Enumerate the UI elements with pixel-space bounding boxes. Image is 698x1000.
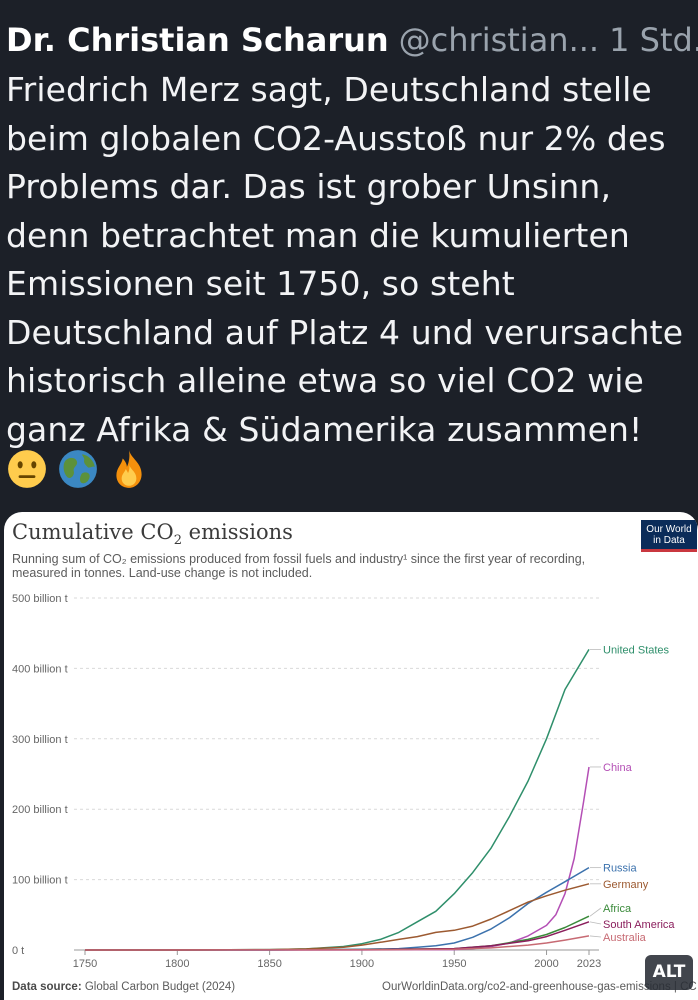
- series-label: Russia: [603, 863, 638, 875]
- x-tick-label: 1950: [442, 958, 466, 970]
- x-tick-label: 1900: [350, 958, 374, 970]
- y-tick-label: 400 billion t: [12, 663, 68, 675]
- post-text: Friedrich Merz sagt, Deutschland stelle …: [6, 70, 684, 449]
- x-tick-label: 1850: [257, 958, 281, 970]
- y-tick-label: 300 billion t: [12, 734, 68, 746]
- owid-logo: Our World in Data: [641, 520, 697, 552]
- alt-button[interactable]: ALT: [645, 955, 693, 990]
- series-label-leader: [589, 907, 602, 917]
- x-tick-label: 1750: [73, 958, 97, 970]
- series-label: United States: [603, 644, 670, 656]
- x-tick-label: 1800: [165, 958, 189, 970]
- series-label: South America: [603, 919, 675, 931]
- series-label: Germany: [603, 879, 649, 891]
- series-line: [85, 649, 590, 951]
- series-label: China: [603, 762, 633, 774]
- y-tick-label: 200 billion t: [12, 804, 68, 816]
- author-name[interactable]: Dr. Christian Scharun: [6, 21, 389, 59]
- post-header: Dr. Christian Scharun @christian... 1 Std.: [6, 18, 698, 62]
- y-tick-label: 0 t: [12, 945, 24, 957]
- series-line: [84, 915, 590, 951]
- emoji-row: [6, 448, 154, 492]
- line-chart: 0 t 100 billion t 200 billion t 300 billion…: [12, 593, 675, 970]
- y-tick-label: 500 billion t: [12, 593, 68, 605]
- series-line: [84, 935, 590, 951]
- neutral-face-emoji: [8, 450, 46, 488]
- chart-image[interactable]: Cumulative CO2 emissions Running sum of …: [4, 512, 698, 1000]
- source-url[interactable]: OurWorldinData.org/co2-and-greenhouse-ga…: [382, 981, 698, 993]
- post-timestamp[interactable]: 1 Std.: [609, 21, 698, 59]
- x-tick-label: 2023: [577, 958, 601, 970]
- series-label: Africa: [603, 903, 632, 915]
- series-label-leader: [589, 921, 602, 925]
- series-line: [85, 883, 590, 951]
- x-tick-label: 2000: [534, 958, 558, 970]
- series-label-leader: [589, 935, 602, 938]
- series-label: Australia: [603, 932, 647, 944]
- chart-title: Cumulative CO2 emissions: [12, 520, 293, 549]
- chart-subtitle: Running sum of CO₂ emissions produced fr…: [12, 552, 586, 580]
- series-line: [85, 766, 590, 951]
- chart-footer: Data source: Global Carbon Budget (2024)…: [12, 981, 698, 993]
- author-handle[interactable]: @christian...: [398, 21, 600, 59]
- fire-emoji: [116, 450, 142, 488]
- y-tick-label: 100 billion t: [12, 875, 68, 887]
- globe-emoji: [59, 450, 97, 488]
